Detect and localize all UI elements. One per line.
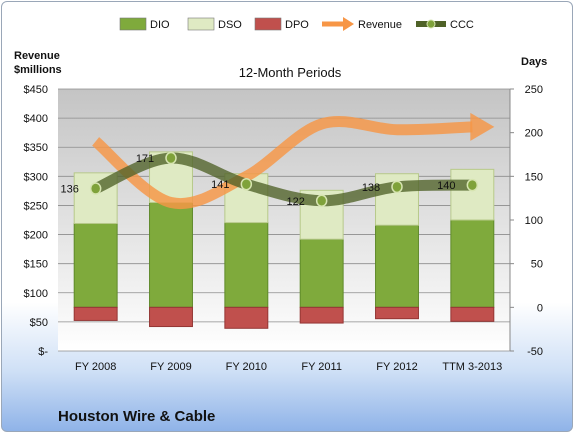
dpo-bar: [149, 306, 193, 328]
left-tick-label: $350: [24, 142, 48, 154]
right-axis-ticks: -50 0 50 100 150 200 250: [509, 84, 543, 358]
left-tick-label: $100: [24, 288, 48, 300]
dio-bar: [299, 238, 344, 308]
dpo-bar: [224, 306, 269, 329]
x-tick-label: FY 2009: [150, 361, 191, 373]
dio-bar: [149, 202, 193, 308]
bars: [73, 151, 495, 329]
right-tick-label: 50: [531, 259, 543, 271]
left-tick-label: $50: [30, 317, 48, 329]
ccc-marker: [391, 180, 403, 194]
legend-label: CCC: [450, 19, 474, 31]
legend-marker: [426, 19, 436, 29]
dso-bar: [450, 168, 495, 221]
x-tick-label: FY 2012: [376, 361, 417, 373]
dio-bar: [224, 222, 269, 308]
right-tick-label: 150: [525, 171, 543, 183]
ccc-data-label: 138: [362, 182, 380, 194]
legend-swatch: [187, 17, 215, 31]
left-axis-label-line2: $millions: [14, 64, 62, 76]
dpo-bar: [299, 306, 344, 324]
right-tick-label: 250: [525, 84, 543, 96]
ccc-data-label: 122: [286, 196, 304, 208]
x-tick-label: FY 2011: [301, 361, 342, 373]
left-tick-label: $200: [24, 230, 48, 242]
chart-title: 12-Month Periods: [239, 65, 342, 80]
left-tick-label: $250: [24, 200, 48, 212]
right-tick-label: -50: [527, 346, 543, 358]
x-tick-label: FY 2008: [75, 361, 116, 373]
dio-bar: [73, 222, 118, 308]
x-axis-ticks: FY 2008 FY 2009 FY 2010 FY 2011 FY 2012 TTM 3…: [75, 361, 502, 373]
left-tick-label: $400: [24, 113, 48, 125]
ccc-data-label: 140: [437, 180, 455, 192]
legend-swatch: [119, 17, 147, 31]
legend-label: DSO: [218, 19, 242, 31]
dio-bar: [450, 219, 495, 308]
x-tick-label: FY 2010: [226, 361, 267, 373]
ccc-data-label: 136: [60, 184, 78, 196]
left-tick-label: $150: [24, 259, 48, 271]
revenue-line: [92, 115, 473, 210]
ccc-marker: [466, 178, 479, 192]
ccc-data-label: 141: [211, 179, 229, 191]
ccc-marker: [315, 194, 328, 208]
revenue-arrow: [92, 112, 495, 210]
ccc-data-label: 171: [136, 153, 154, 165]
dio-bar: [375, 224, 419, 308]
x-tick-label: TTM 3-2013: [442, 361, 502, 373]
legend-label: Revenue: [358, 19, 402, 31]
legend-arrowhead: [343, 17, 354, 31]
revenue-arrowhead: [470, 112, 495, 141]
left-tick-label: $-: [38, 346, 48, 358]
legend-label: DPO: [285, 19, 309, 31]
legend: DIO DSO DPO Revenue CCC: [119, 17, 474, 31]
legend-label: DIO: [150, 19, 170, 31]
right-tick-label: 100: [525, 215, 543, 227]
right-tick-label: 0: [537, 302, 543, 314]
legend-swatch: [254, 17, 282, 31]
ccc-line: 136 171 141 122 138 140: [60, 151, 479, 208]
left-tick-label: $300: [24, 171, 48, 183]
left-axis-label-line1: Revenue: [14, 50, 60, 62]
dpo-bar: [73, 306, 118, 321]
ccc-marker: [89, 182, 102, 195]
left-tick-label: $450: [24, 84, 48, 96]
dpo-bar: [375, 306, 419, 320]
company-name: Houston Wire & Cable: [58, 408, 216, 425]
dpo-bar: [450, 306, 495, 322]
right-tick-label: 200: [525, 128, 543, 140]
ccc-marker: [240, 177, 253, 191]
left-axis-ticks: $- $50 $100 $150 $200 $250 $300 $350 $400 $450: [24, 84, 49, 358]
ccc-marker: [165, 151, 177, 165]
right-axis-label: Days: [521, 56, 547, 68]
